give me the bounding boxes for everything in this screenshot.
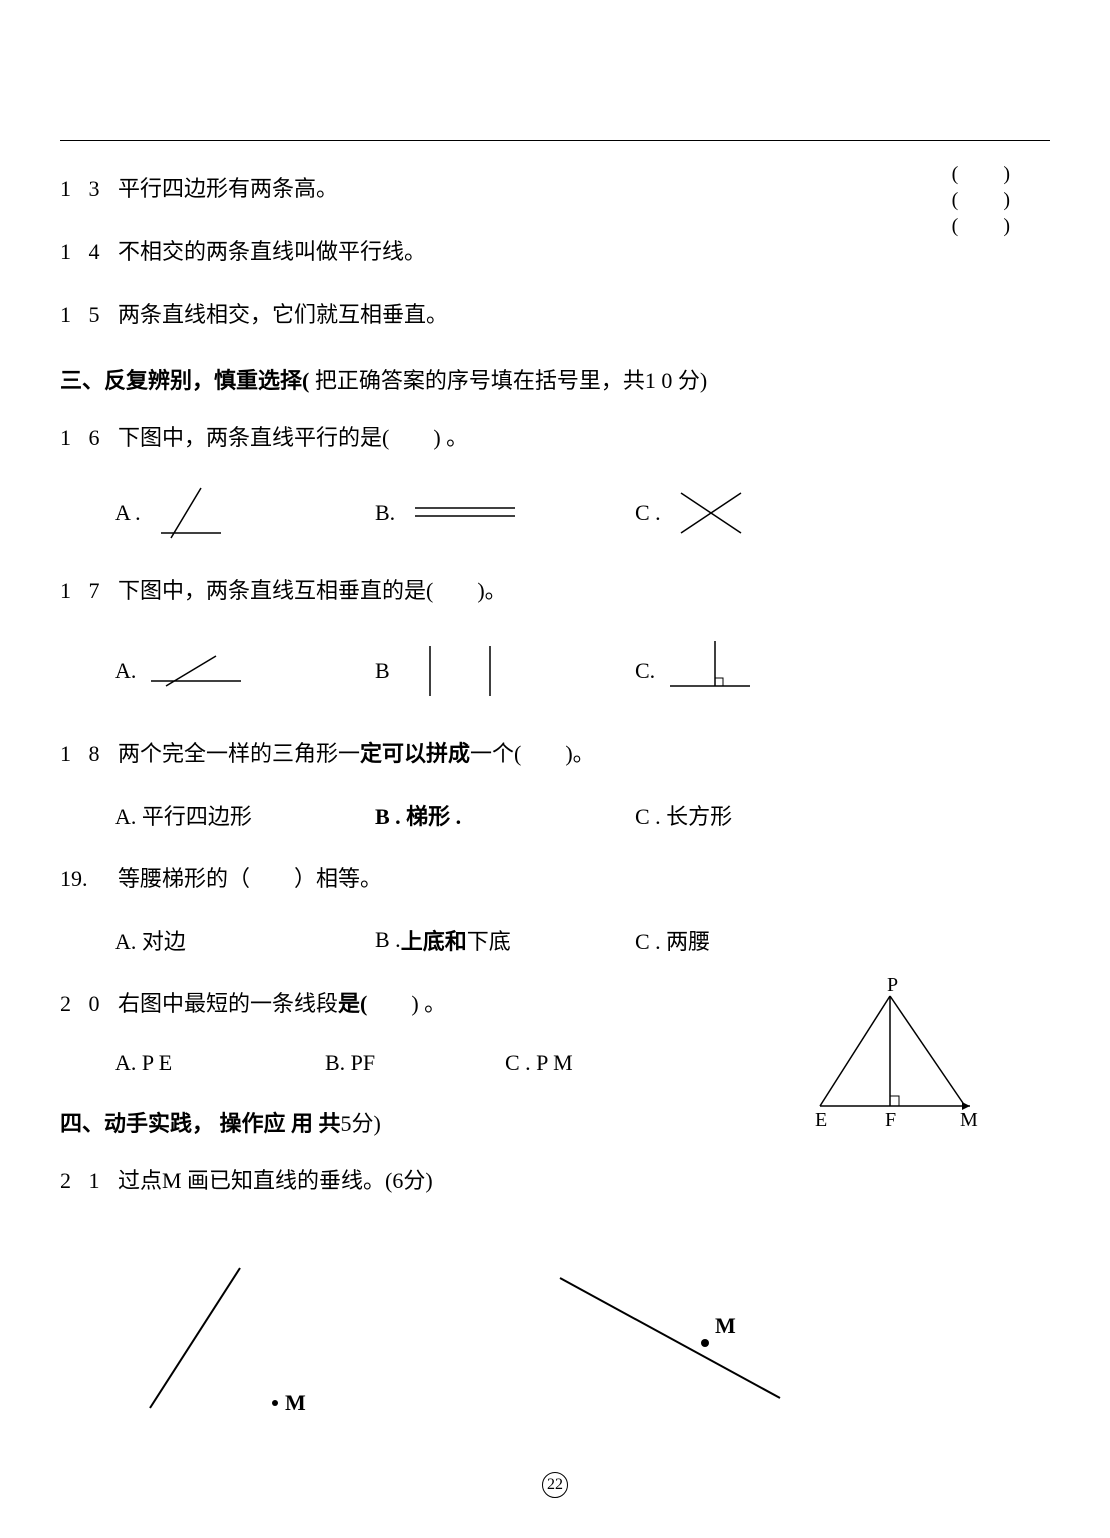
q16-choices: A . B. C . [60, 483, 1050, 543]
q16-a-figure [151, 483, 231, 543]
q18-choices: A. 平行四边形 B . 梯形 . C . 长方形 [60, 799, 1050, 831]
q13-text: 平行四边形有两条高。 [118, 171, 1050, 206]
q16-choice-c: C . [635, 483, 895, 543]
q16-a-label: A . [115, 500, 141, 526]
q21-row: 2 1 过点M 画已知直线的垂线。(6分) [60, 1163, 1050, 1198]
q17-b-label: B [375, 658, 390, 684]
q15-row: 1 5 两条直线相交，它们就互相垂直。 [60, 297, 1050, 332]
q18-num: 1 8 [60, 736, 108, 771]
q20-label-f: F [885, 1109, 896, 1131]
top-rule [60, 140, 1050, 141]
q20-num: 2 0 [60, 986, 108, 1021]
q19-num: 19. [60, 861, 108, 896]
q19-choice-c: C . 两腰 [635, 924, 895, 956]
q17-row: 1 7 下图中，两条直线互相垂直的是( )。 [60, 573, 1050, 608]
q20-label-e: E [815, 1109, 827, 1131]
q18-text: 两个完全一样的三角形一定可以拼成一个( )。 [118, 736, 1050, 771]
q17-text: 下图中，两条直线互相垂直的是( )。 [118, 573, 1050, 608]
paren-stack: ( ) ( ) ( ) [952, 161, 1010, 239]
q17-c-label: C. [635, 658, 655, 684]
q21-fig-right: M [540, 1248, 800, 1428]
q18-choice-a: A. 平行四边形 [115, 799, 375, 831]
svg-text:M: M [715, 1313, 736, 1338]
svg-text:M: M [285, 1390, 306, 1415]
q14-row: 1 4 不相交的两条直线叫做平行线。 [60, 234, 1050, 269]
q17-choice-b: B [375, 641, 635, 701]
page-number-circle: 22 [542, 1472, 568, 1498]
q16-c-figure [671, 483, 751, 543]
q17-choice-c: C. [635, 636, 895, 706]
q17-a-figure [146, 646, 246, 696]
q21-num: 2 1 [60, 1163, 108, 1198]
q16-choice-b: B. [375, 498, 635, 528]
section3-bold: 三、反复辨别，慎重选择( [60, 368, 309, 393]
q16-b-label: B. [375, 500, 395, 526]
q20-wrap: 2 0 右图中最短的一条线段是( ) 。 A. P E B. PF C . P … [60, 986, 1050, 1075]
q20-label-p: P [887, 976, 898, 996]
q15-text: 两条直线相交，它们就互相垂直。 [118, 297, 1050, 332]
q16-b-figure [405, 498, 525, 528]
q17-b-figure [400, 641, 520, 701]
q13-row: 1 3 平行四边形有两条高。 ( ) ( ) ( ) [60, 171, 1050, 206]
q17-choices: A. B C. [60, 636, 1050, 706]
q21-fig-left: M [120, 1248, 340, 1428]
q19-choice-b: B . 上底和下底 [375, 924, 635, 956]
q16-choice-a: A . [115, 483, 375, 543]
q13-num: 1 3 [60, 171, 108, 206]
section3-head: 三、反复辨别，慎重选择( 把正确答案的序号填在括号里，共1 0 分) [60, 363, 1050, 395]
q19-row: 19. 等腰梯形的（ ）相等。 [60, 861, 1050, 896]
q21-text: 过点M 画已知直线的垂线。(6分) [118, 1163, 1050, 1198]
q18-choice-b: B . 梯形 . [375, 799, 635, 831]
q16-text: 下图中，两条直线平行的是( ) 。 [118, 420, 1050, 455]
q18-row: 1 8 两个完全一样的三角形一定可以拼成一个( )。 [60, 736, 1050, 771]
q18-choice-c: C . 长方形 [635, 799, 895, 831]
section3-normal: 把正确答案的序号填在括号里，共1 0 分) [309, 368, 707, 393]
q17-c-figure [665, 636, 755, 706]
page-number: 22 [542, 1472, 568, 1498]
q17-choice-a: A. [115, 646, 375, 696]
q20-choice-b: B. PF [325, 1050, 505, 1076]
q20-triangle: P E F M [790, 976, 990, 1136]
q21-figures: M M [60, 1248, 1050, 1428]
q20-label-m: M [960, 1109, 978, 1131]
q17-a-label: A. [115, 658, 136, 684]
q20-choice-a: A. P E [115, 1050, 325, 1076]
q20-choice-c: C . P M [505, 1050, 655, 1076]
q16-c-label: C . [635, 500, 661, 526]
q15-num: 1 5 [60, 297, 108, 332]
q14-num: 1 4 [60, 234, 108, 269]
q17-num: 1 7 [60, 573, 108, 608]
q19-choices: A. 对边 B . 上底和下底 C . 两腰 [60, 924, 1050, 956]
q16-num: 1 6 [60, 420, 108, 455]
q19-choice-a: A. 对边 [115, 924, 375, 956]
q14-text: 不相交的两条直线叫做平行线。 [118, 234, 1050, 269]
q16-row: 1 6 下图中，两条直线平行的是( ) 。 [60, 420, 1050, 455]
q19-text: 等腰梯形的（ ）相等。 [118, 861, 1050, 896]
